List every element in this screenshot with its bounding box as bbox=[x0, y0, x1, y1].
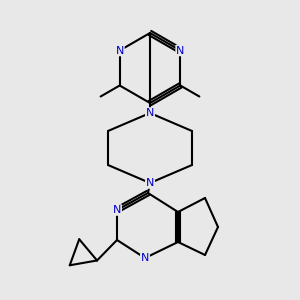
Text: N: N bbox=[141, 253, 149, 263]
Text: N: N bbox=[146, 108, 154, 118]
Text: N: N bbox=[146, 178, 154, 188]
Text: N: N bbox=[113, 205, 121, 215]
Text: N: N bbox=[116, 46, 124, 56]
Text: N: N bbox=[176, 46, 184, 56]
